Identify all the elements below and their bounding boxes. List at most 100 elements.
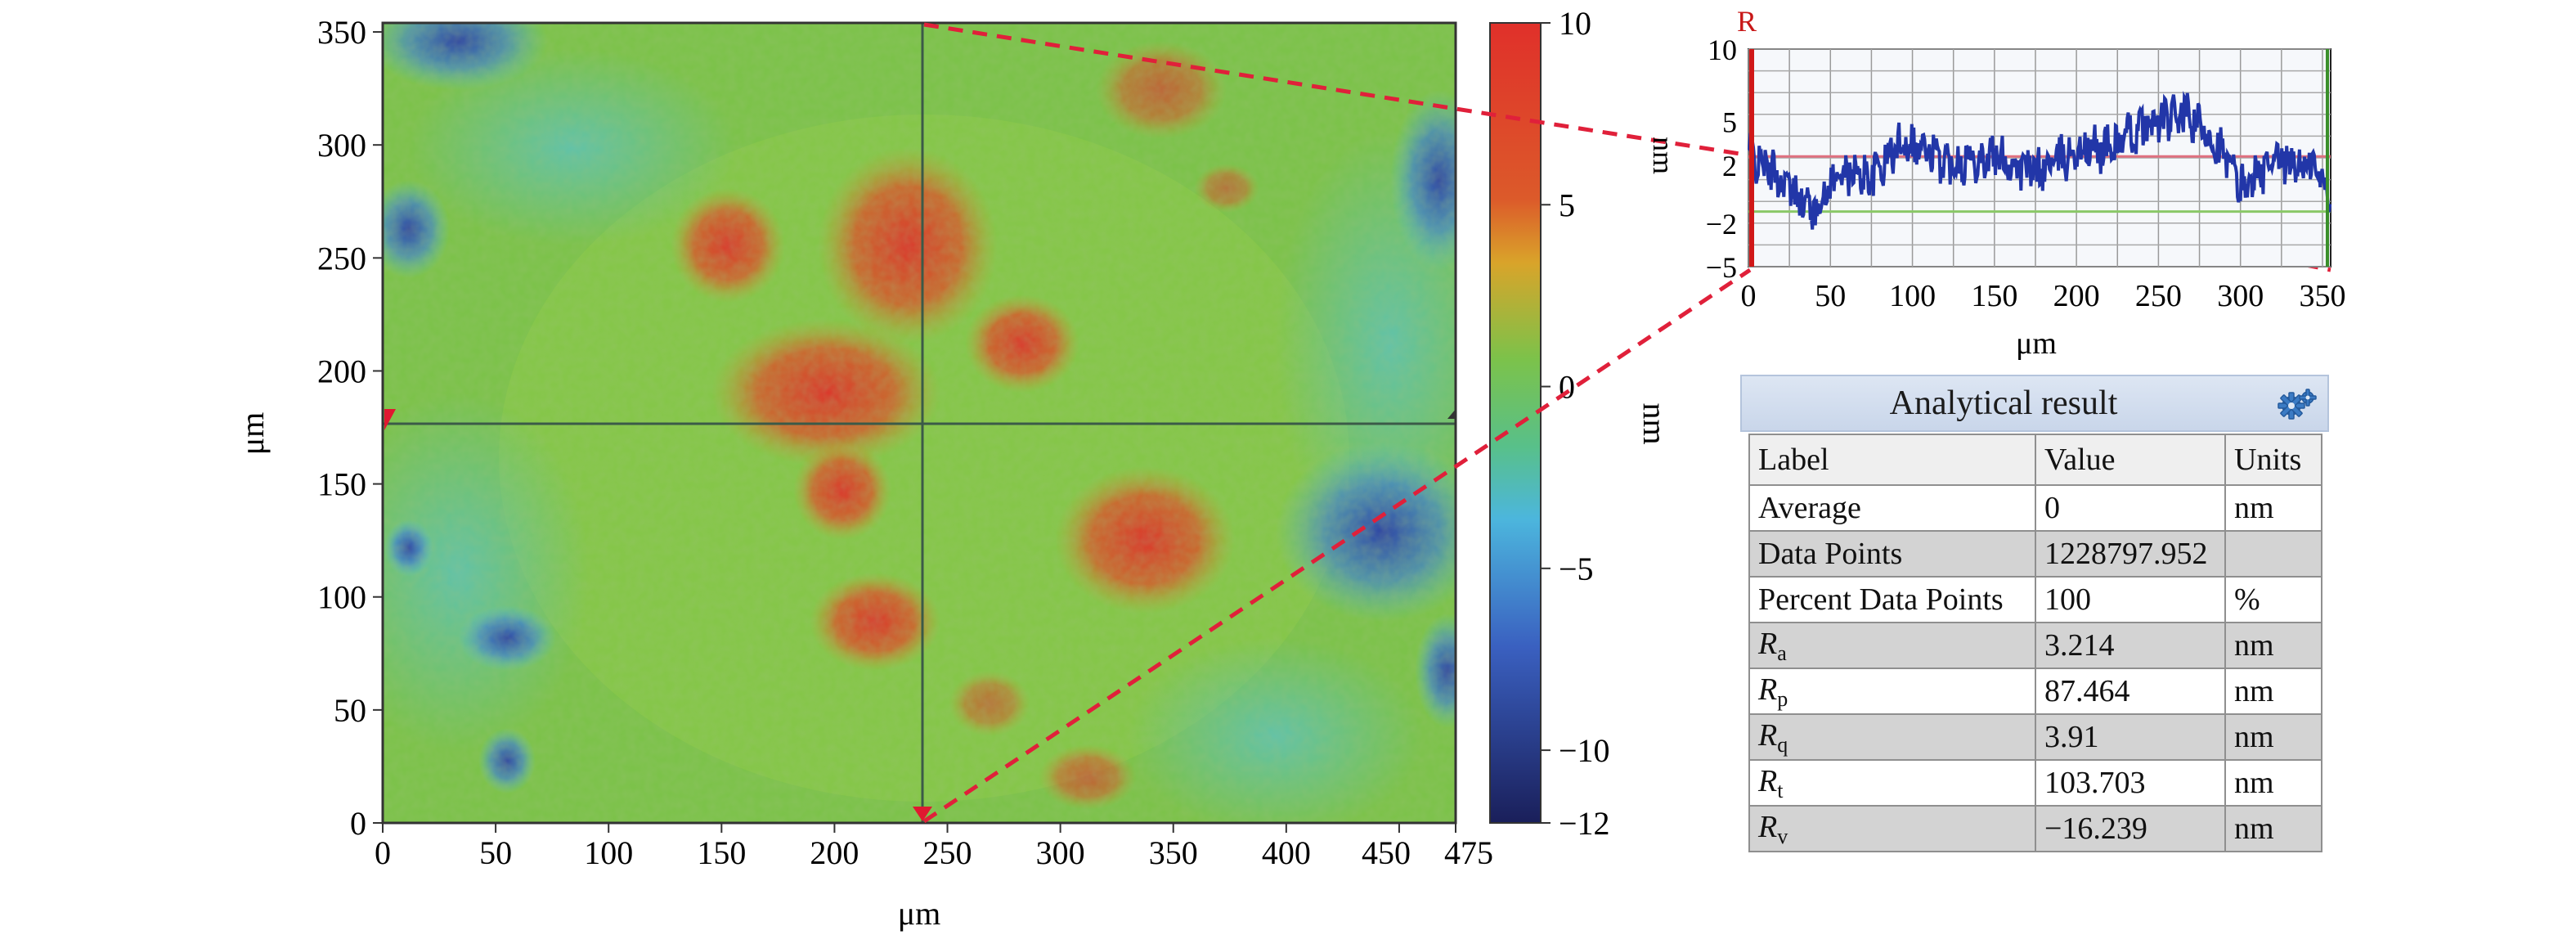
profile-x-tick-label: 250 bbox=[2135, 279, 2182, 313]
profile-y-tick-label: −2 bbox=[1706, 208, 1737, 240]
profile-x-ticks: 0 50 100 150 200 250 300 350 bbox=[1741, 279, 2346, 313]
row-value: 87.464 bbox=[2035, 668, 2226, 715]
profile-x-tick-label: 350 bbox=[2299, 279, 2345, 313]
colorbar: 10 5 0 −5 −10 −12 nm bbox=[1489, 5, 1673, 842]
row-label: Average bbox=[1748, 484, 2036, 532]
row-label: Rt bbox=[1748, 759, 2036, 807]
profile-y-tick-label: 10 bbox=[1708, 34, 1737, 66]
table-row: Rv −16.239 nm bbox=[1748, 805, 2322, 852]
colorbar-gradient bbox=[1489, 22, 1542, 824]
y-tick-label: 350 bbox=[317, 14, 366, 51]
row-value: 3.91 bbox=[2035, 713, 2226, 761]
profile-y-ticks: 10 5 2 −2 −5 bbox=[1706, 34, 1737, 284]
gear-icon[interactable] bbox=[2273, 381, 2321, 429]
profile-x-tick-label: 100 bbox=[1889, 279, 1936, 313]
crosshair-x-handle-icon[interactable] bbox=[913, 807, 932, 821]
colorbar-tick-label: −5 bbox=[1559, 551, 1594, 587]
x-tick-label: 250 bbox=[923, 834, 972, 871]
x-tick-label: 50 bbox=[479, 834, 512, 871]
surface-map-texture bbox=[383, 23, 1456, 823]
table-row: Average 0 nm bbox=[1748, 484, 2322, 532]
x-tick-label: 200 bbox=[810, 834, 859, 871]
row-units: nm bbox=[2224, 622, 2322, 669]
profile-x-tick-label: 50 bbox=[1815, 279, 1846, 313]
profile-cursor-label: R bbox=[1737, 5, 1757, 38]
row-units: nm bbox=[2224, 713, 2322, 761]
row-units bbox=[2224, 530, 2322, 578]
y-tick-label: 200 bbox=[317, 353, 366, 389]
table-row: Rt 103.703 nm bbox=[1748, 759, 2322, 807]
row-label: Data Points bbox=[1748, 530, 2036, 578]
row-units: nm bbox=[2224, 759, 2322, 807]
analytical-result-title: Analytical result bbox=[1889, 384, 2118, 422]
table-row: Rq 3.91 nm bbox=[1748, 713, 2322, 761]
profile-y-tick-label: 5 bbox=[1722, 106, 1737, 139]
x-tick-label: 475 bbox=[1444, 834, 1493, 871]
column-header-value: Value bbox=[2035, 434, 2226, 486]
colorbar-tick-label: 10 bbox=[1559, 5, 1591, 42]
column-header-units: Units bbox=[2224, 434, 2322, 486]
surface-map-y-ticks: 0 50 100 150 200 250 300 350 bbox=[317, 14, 383, 842]
table-row: Percent Data Points 100 % bbox=[1748, 576, 2322, 623]
y-tick-label: 0 bbox=[350, 805, 366, 842]
colorbar-tick-label: −10 bbox=[1559, 732, 1610, 769]
connector-line-lower-left bbox=[922, 267, 1752, 824]
row-label: Percent Data Points bbox=[1748, 576, 2036, 623]
profile-x-label: μm bbox=[2016, 326, 2057, 361]
y-tick-label: 300 bbox=[317, 127, 366, 164]
profile-y-tick-label: −5 bbox=[1706, 251, 1737, 284]
row-units: nm bbox=[2224, 668, 2322, 715]
row-value: 0 bbox=[2035, 484, 2226, 532]
profile-y-tick-label: 2 bbox=[1722, 150, 1737, 182]
crosshair-y-end-handle-icon[interactable] bbox=[1447, 409, 1456, 419]
row-label: Rp bbox=[1748, 668, 2036, 715]
row-value: 100 bbox=[2035, 576, 2226, 623]
row-value: −16.239 bbox=[2035, 805, 2226, 852]
row-units: % bbox=[2224, 576, 2322, 623]
x-tick-label: 150 bbox=[697, 834, 746, 871]
analytical-result-header: Analytical result bbox=[1740, 375, 2329, 432]
y-tick-label: 100 bbox=[317, 579, 366, 616]
row-label: Rv bbox=[1748, 805, 2036, 852]
colorbar-unit-label: nm bbox=[1636, 402, 1673, 444]
surface-map-x-ticks: 0 50 100 150 200 250 300 350 400 450 475 bbox=[375, 823, 1493, 871]
surface-map-y-label: μm bbox=[234, 412, 271, 456]
row-units: nm bbox=[2224, 805, 2322, 852]
table-row: Ra 3.214 nm bbox=[1748, 622, 2322, 669]
x-tick-label: 400 bbox=[1262, 834, 1311, 871]
colorbar-tick-label: 0 bbox=[1559, 369, 1575, 406]
crosshair-y-handle-icon[interactable] bbox=[384, 409, 396, 430]
analytical-result-panel: Analytical result Label Value Units Aver bbox=[1740, 375, 2329, 878]
row-units: nm bbox=[2224, 484, 2322, 532]
colorbar-tick-label: −12 bbox=[1559, 805, 1610, 842]
analytical-result-table: Label Value Units Average 0 nm Data Poin… bbox=[1748, 434, 2322, 852]
x-tick-label: 350 bbox=[1149, 834, 1198, 871]
row-value: 1228797.952 bbox=[2035, 530, 2226, 578]
row-label: Rq bbox=[1748, 713, 2036, 761]
profile-x-tick-label: 300 bbox=[2217, 279, 2264, 313]
x-tick-label: 0 bbox=[375, 834, 391, 871]
table-row: Data Points 1228797.952 bbox=[1748, 530, 2322, 578]
table-header-row: Label Value Units bbox=[1748, 434, 2322, 486]
colorbar-ticks: 10 5 0 −5 −10 −12 bbox=[1541, 5, 1610, 842]
surface-map bbox=[383, 23, 1456, 823]
profile-line bbox=[1747, 90, 2332, 230]
x-tick-label: 300 bbox=[1036, 834, 1085, 871]
profile-y-unit-label: nm bbox=[1647, 137, 1680, 174]
column-header-label: Label bbox=[1748, 434, 2036, 486]
y-tick-label: 50 bbox=[334, 692, 366, 729]
colorbar-tick-label: 5 bbox=[1559, 187, 1575, 223]
profile-x-tick-label: 0 bbox=[1741, 279, 1757, 313]
connector-line-upper bbox=[923, 22, 1751, 158]
row-value: 103.703 bbox=[2035, 759, 2226, 807]
profile-x-tick-label: 200 bbox=[2053, 279, 2100, 313]
surface-map-frame bbox=[381, 21, 1457, 825]
x-tick-label: 450 bbox=[1362, 834, 1411, 871]
row-value: 3.214 bbox=[2035, 622, 2226, 669]
profile-plot: R 10 5 2 −2 −5 0 50 100 150 200 250 300 350 nm μm bbox=[1647, 5, 2345, 361]
y-tick-label: 250 bbox=[317, 240, 366, 276]
row-label: Ra bbox=[1748, 622, 2036, 669]
table-row: Rp 87.464 nm bbox=[1748, 668, 2322, 715]
